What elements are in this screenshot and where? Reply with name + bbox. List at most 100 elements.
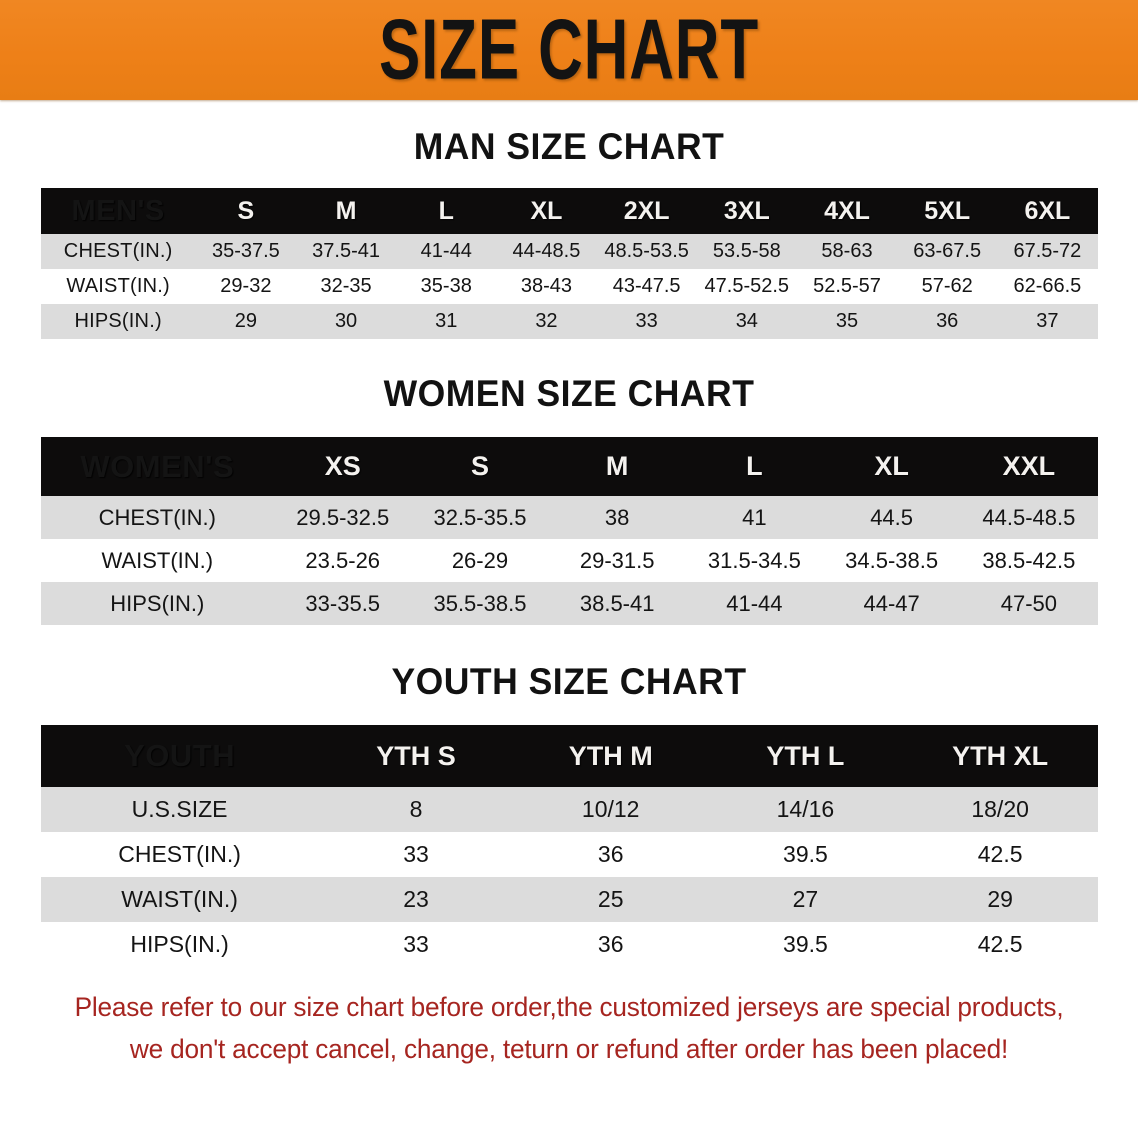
man-row-2-cell-8: 37: [1036, 310, 1059, 332]
man-row-2-cell-3: 32: [535, 310, 558, 332]
women-section-title: WOMEN SIZE CHART: [383, 373, 755, 414]
man-row-0-label: CHEST(IN.): [63, 240, 173, 262]
youth-row-1-label: CHEST(IN.): [118, 841, 241, 867]
women-row-0-cell-3: 41: [742, 504, 767, 530]
women-header-cell-5: XL: [823, 437, 961, 496]
man-row-0-cell-4: 48.5-53.5: [604, 240, 689, 262]
women-header-cell-2: S: [411, 437, 549, 496]
man-header-cell-3: L: [396, 188, 497, 234]
women-header-cell-6: XXL: [960, 437, 1098, 496]
man-header-cell-1: S: [195, 188, 296, 234]
table-row: HIPS(IN.) 29 30 31 32 33 34 35 36 37: [40, 304, 1098, 339]
man-row-2-cell-2: 31: [435, 310, 458, 332]
youth-header-cell-0: YOUTH: [40, 725, 319, 787]
youth-header-row: YOUTH YTH S YTH M YTH L YTH XL: [40, 725, 1098, 787]
man-table-head: MEN'S S M L XL 2XL 3XL 4XL 5XL 6XL: [40, 188, 1098, 234]
youth-row-1-cell-1: 36: [597, 841, 624, 867]
man-header-cell-5: 2XL: [596, 188, 697, 234]
women-row-0-cell-5: 44.5-48.5: [982, 504, 1076, 530]
table-row: U.S.SIZE 8 10/12 14/16 18/20: [40, 787, 1098, 832]
women-row-1-cell-1: 26-29: [451, 547, 509, 573]
man-header-cell-7: 4XL: [796, 188, 898, 234]
man-header-cell-4: XL: [496, 188, 597, 234]
youth-row-2-cell-0: 23: [403, 886, 429, 912]
women-row-0-label: CHEST(IN.): [98, 504, 216, 530]
man-size-table: MEN'S S M L XL 2XL 3XL 4XL 5XL 6XL CHEST…: [40, 188, 1098, 339]
order-policy-disclaimer: Please refer to our size chart before or…: [55, 987, 1083, 1071]
women-row-1-cell-3: 31.5-34.5: [707, 547, 801, 573]
women-header-cell-0: WOMEN'S: [40, 437, 275, 496]
size-chart-banner: SIZE CHART: [0, 0, 1138, 100]
man-row-2-label: HIPS(IN.): [74, 310, 162, 332]
disclaimer-line-2: we don't accept cancel, change, teturn o…: [129, 1033, 1009, 1064]
man-row-1-cell-5: 47.5-52.5: [704, 275, 790, 297]
women-header-cell-3: M: [548, 437, 686, 496]
women-row-2-cell-1: 35.5-38.5: [433, 590, 527, 616]
youth-row-3-cell-1: 36: [597, 931, 624, 957]
page-title: SIZE CHART: [378, 2, 760, 98]
man-table-body: CHEST(IN.) 35-37.5 37.5-41 41-44 44-48.5…: [40, 234, 1098, 339]
women-row-1-cell-5: 38.5-42.5: [982, 547, 1076, 573]
man-row-1-cell-1: 32-35: [320, 275, 372, 297]
youth-row-0-cell-0: 8: [409, 796, 423, 822]
women-header-cell-1: XS: [274, 437, 412, 496]
youth-header-cell-4: YTH XL: [902, 725, 1098, 787]
man-row-2-cell-1: 30: [334, 310, 358, 332]
man-row-0-cell-6: 58-63: [821, 240, 873, 262]
man-header-cell-0: MEN'S: [40, 188, 196, 234]
man-header-cell-8: 5XL: [897, 188, 998, 234]
youth-header-cell-2: YTH M: [513, 725, 709, 787]
man-row-2-cell-7: 36: [936, 310, 959, 332]
youth-header-cell-1: YTH S: [318, 725, 514, 787]
women-row-2-cell-4: 44-47: [863, 590, 920, 616]
youth-row-2-label: WAIST(IN.): [121, 886, 238, 912]
table-row: HIPS(IN.) 33-35.5 35.5-38.5 38.5-41 41-4…: [40, 582, 1098, 625]
man-row-0-cell-2: 41-44: [420, 240, 472, 262]
women-row-2-cell-5: 47-50: [1000, 590, 1057, 616]
table-row: WAIST(IN.) 23.5-26 26-29 29-31.5 31.5-34…: [40, 539, 1098, 582]
youth-row-3-cell-0: 33: [403, 931, 429, 957]
women-row-1-label: WAIST(IN.): [101, 547, 214, 573]
women-header-cell-4: L: [685, 437, 823, 496]
table-row: CHEST(IN.) 35-37.5 37.5-41 41-44 44-48.5…: [40, 234, 1098, 269]
youth-table-head: YOUTH YTH S YTH M YTH L YTH XL: [40, 725, 1098, 787]
man-row-2-cell-0: 29: [234, 310, 257, 332]
women-row-1-cell-2: 29-31.5: [579, 547, 655, 573]
man-header-row: MEN'S S M L XL 2XL 3XL 4XL 5XL 6XL: [40, 188, 1098, 234]
man-section-title: MAN SIZE CHART: [413, 126, 725, 167]
youth-row-1-cell-0: 33: [403, 841, 429, 867]
youth-row-3-label: HIPS(IN.): [130, 931, 229, 957]
youth-row-0-label: U.S.SIZE: [131, 796, 228, 822]
man-row-1-cell-8: 62-66.5: [1013, 275, 1082, 297]
youth-row-2-cell-3: 29: [987, 886, 1013, 912]
youth-size-table: YOUTH YTH S YTH M YTH L YTH XL U.S.SIZE …: [40, 725, 1098, 967]
women-row-0-cell-2: 38: [604, 504, 630, 530]
youth-row-1-cell-2: 39.5: [783, 841, 828, 867]
women-row-0-cell-4: 44.5: [870, 504, 914, 530]
table-row: WAIST(IN.) 23 25 27 29: [40, 877, 1098, 922]
women-row-1-cell-4: 34.5-38.5: [845, 547, 939, 573]
man-row-0-cell-0: 35-37.5: [211, 240, 280, 262]
man-row-2-cell-5: 34: [735, 310, 758, 332]
youth-section-title: YOUTH SIZE CHART: [391, 661, 747, 702]
man-row-0-cell-5: 53.5-58: [712, 240, 781, 262]
man-row-1-cell-4: 43-47.5: [612, 275, 681, 297]
table-row: CHEST(IN.) 29.5-32.5 32.5-35.5 38 41 44.…: [40, 496, 1098, 539]
youth-row-1-cell-3: 42.5: [977, 841, 1023, 867]
man-row-1-label: WAIST(IN.): [66, 275, 170, 297]
women-row-0-cell-1: 32.5-35.5: [433, 504, 527, 530]
youth-table-body: U.S.SIZE 8 10/12 14/16 18/20 CHEST(IN.) …: [40, 787, 1098, 967]
youth-row-0-cell-2: 14/16: [776, 796, 835, 822]
youth-header-cell-3: YTH L: [708, 725, 903, 787]
women-header-row: WOMEN'S XS S M L XL XXL: [40, 437, 1098, 496]
youth-row-2-cell-2: 27: [792, 886, 819, 912]
women-row-2-cell-2: 38.5-41: [579, 590, 655, 616]
youth-row-3-cell-3: 42.5: [977, 931, 1023, 957]
women-row-2-cell-0: 33-35.5: [305, 590, 381, 616]
youth-row-0-cell-1: 10/12: [581, 796, 640, 822]
women-size-table: WOMEN'S XS S M L XL XXL CHEST(IN.) 29.5-…: [40, 437, 1098, 625]
youth-row-0-cell-3: 18/20: [971, 796, 1029, 822]
youth-row-3-cell-2: 39.5: [783, 931, 828, 957]
women-table-head: WOMEN'S XS S M L XL XXL: [40, 437, 1098, 496]
man-row-2-cell-6: 35: [835, 310, 859, 332]
